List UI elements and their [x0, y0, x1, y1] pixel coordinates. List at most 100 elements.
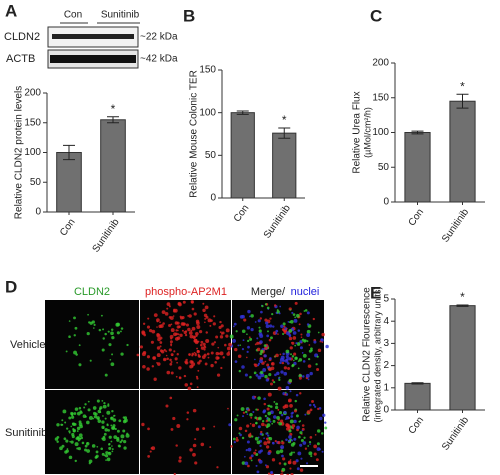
- signal: [319, 340, 322, 343]
- signal: [123, 446, 127, 450]
- signal: [269, 420, 272, 423]
- signal: [175, 375, 178, 378]
- signal: [159, 345, 162, 348]
- signal: [190, 300, 194, 304]
- signal: [68, 335, 71, 339]
- signal: [170, 371, 174, 375]
- signal: [235, 330, 238, 333]
- signal: [111, 450, 114, 453]
- signal: [215, 356, 220, 360]
- signal: [202, 308, 206, 313]
- signal: [265, 445, 270, 449]
- signal: [107, 330, 110, 333]
- signal: [76, 426, 81, 431]
- signal: [251, 423, 256, 428]
- signal: [319, 416, 323, 421]
- signal: [283, 462, 287, 466]
- signal: [255, 408, 258, 411]
- signal: [289, 419, 294, 424]
- signal: [309, 436, 313, 439]
- signal: [170, 360, 173, 364]
- signal: [272, 419, 276, 423]
- signal: [282, 322, 286, 326]
- signal: [295, 393, 299, 397]
- signal: [306, 462, 309, 465]
- signal: [285, 438, 288, 441]
- signal: [164, 312, 169, 316]
- signal: [225, 334, 229, 338]
- signal: [279, 361, 282, 365]
- signal: [260, 310, 263, 314]
- signal: [301, 424, 305, 427]
- error-bar: [411, 382, 424, 385]
- signal: [283, 371, 288, 376]
- channel-header: phospho-AP2M1: [145, 286, 227, 298]
- signal: [324, 421, 327, 424]
- signal: [68, 431, 71, 434]
- signal: [86, 332, 90, 336]
- signal: [217, 346, 220, 349]
- signal: [316, 355, 319, 358]
- signal: [306, 323, 310, 326]
- signal: [285, 385, 290, 390]
- signal: [241, 461, 246, 465]
- signal: [304, 413, 307, 416]
- error-bar: [456, 93, 469, 109]
- signal: [321, 341, 324, 343]
- signal: [239, 344, 242, 346]
- signal: [88, 415, 93, 420]
- signal: [266, 363, 270, 367]
- signal: [290, 412, 294, 415]
- signal: [298, 376, 302, 380]
- signal: [283, 325, 286, 328]
- signal: [271, 422, 274, 425]
- panel-letter: B: [183, 6, 195, 25]
- signal: [246, 333, 248, 336]
- signal: [175, 337, 179, 341]
- signal: [291, 355, 295, 358]
- signal: [299, 346, 303, 350]
- signal: [213, 341, 217, 344]
- signal: [272, 415, 277, 419]
- signal: [106, 410, 111, 415]
- signal: [209, 446, 212, 449]
- signal: [73, 316, 76, 320]
- signal: [299, 312, 302, 316]
- western-blot: Con Sunitinib CLDN2 ACTB ~22 kDa ~42 kDa: [4, 10, 178, 69]
- signal: [102, 415, 104, 417]
- signal: [234, 347, 238, 352]
- signal: [63, 437, 67, 441]
- signal: [168, 316, 172, 319]
- signal: [108, 435, 112, 439]
- signal: [156, 333, 161, 338]
- signal: [87, 400, 90, 403]
- signal: [162, 322, 165, 325]
- signal: [266, 437, 269, 440]
- signal: [309, 408, 313, 412]
- signal: [278, 411, 283, 415]
- signal: [253, 371, 257, 375]
- signal: [82, 414, 87, 418]
- signal: [254, 416, 258, 420]
- signal: [109, 358, 112, 361]
- signal: [266, 334, 270, 338]
- error-bar: [456, 304, 469, 307]
- signal: [178, 459, 182, 463]
- signal: [279, 353, 282, 356]
- signal: [213, 315, 216, 318]
- signal: [265, 321, 269, 325]
- signal: [302, 375, 305, 378]
- signal: [116, 429, 120, 433]
- signal: [177, 333, 180, 336]
- signal: [303, 436, 306, 439]
- signal: [278, 378, 281, 381]
- signal: [300, 336, 303, 339]
- signal: [136, 353, 140, 357]
- signal: [173, 308, 176, 311]
- signal: [173, 332, 177, 337]
- y-tick-label: 50: [205, 150, 217, 161]
- signal: [206, 352, 210, 356]
- signal: [80, 411, 83, 414]
- signal: [291, 363, 295, 367]
- signal: [254, 395, 257, 398]
